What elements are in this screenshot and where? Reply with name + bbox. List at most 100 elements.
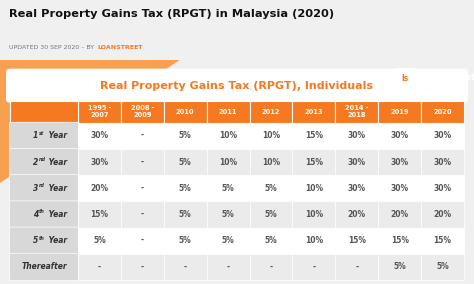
Text: 10%: 10% [262, 131, 280, 140]
Text: Real Property Gains Tax (RPGT), Individuals: Real Property Gains Tax (RPGT), Individu… [100, 81, 374, 91]
Bar [121, 175, 164, 201]
Text: 10%: 10% [262, 158, 280, 166]
Text: -: - [141, 131, 144, 140]
Text: 2008 -
2009: 2008 - 2009 [130, 105, 154, 118]
Bar [78, 254, 464, 280]
Bar [207, 254, 249, 280]
Bar [207, 175, 249, 201]
Bar [335, 123, 378, 149]
Text: 5%: 5% [179, 210, 191, 219]
Bar [378, 175, 421, 201]
Bar [421, 175, 464, 201]
Text: 1: 1 [33, 131, 38, 140]
Bar [121, 201, 164, 227]
Bar [78, 201, 121, 227]
Bar [335, 254, 378, 280]
Text: 30%: 30% [391, 131, 409, 140]
Text: -: - [355, 262, 358, 272]
Bar [249, 101, 292, 123]
Bar [164, 123, 207, 149]
Text: 20%: 20% [434, 210, 452, 219]
Text: Year: Year [46, 131, 67, 140]
Bar [121, 254, 164, 280]
Text: 5%: 5% [222, 210, 235, 219]
Text: 5%: 5% [179, 158, 191, 166]
Text: Year: Year [46, 184, 67, 193]
Bar [164, 227, 207, 254]
Bar [207, 227, 249, 254]
Bar [207, 123, 249, 149]
Bar [421, 227, 464, 254]
Text: 30%: 30% [434, 158, 452, 166]
Text: Year: Year [46, 236, 67, 245]
Text: 1995 -
2007: 1995 - 2007 [88, 105, 111, 118]
Bar [164, 175, 207, 201]
Bar [421, 254, 464, 280]
FancyBboxPatch shape [9, 253, 79, 281]
Text: th: th [39, 236, 45, 241]
Text: st: st [39, 131, 44, 136]
Text: 5%: 5% [264, 236, 277, 245]
Bar [121, 123, 164, 149]
Bar [249, 175, 292, 201]
Bar [335, 149, 378, 175]
Bar [121, 101, 164, 123]
Bar [78, 175, 464, 201]
Text: 2: 2 [33, 158, 38, 166]
Text: 5%: 5% [264, 184, 277, 193]
Bar [249, 227, 292, 254]
Text: 5%: 5% [436, 262, 449, 272]
Text: 30%: 30% [391, 158, 409, 166]
Text: -: - [141, 236, 144, 245]
Text: nd: nd [39, 157, 46, 162]
Bar [78, 123, 464, 149]
Text: 2012: 2012 [262, 109, 280, 115]
Text: 2013: 2013 [305, 109, 323, 115]
Text: 2011: 2011 [219, 109, 237, 115]
Bar [421, 123, 464, 149]
Bar [78, 101, 121, 123]
Text: 30%: 30% [391, 184, 409, 193]
FancyBboxPatch shape [9, 227, 79, 254]
Text: rd: rd [39, 183, 45, 188]
Bar [121, 227, 164, 254]
Text: 20%: 20% [91, 184, 109, 193]
FancyBboxPatch shape [9, 122, 79, 149]
Text: 30%: 30% [434, 131, 452, 140]
Text: 20%: 20% [348, 210, 366, 219]
Bar [292, 201, 335, 227]
Text: Real Property Gains Tax (RPGT) in Malaysia (2020): Real Property Gains Tax (RPGT) in Malays… [9, 9, 335, 19]
Text: th: th [39, 210, 45, 214]
Bar [292, 101, 335, 123]
Bar [292, 175, 335, 201]
Bar [78, 227, 121, 254]
FancyBboxPatch shape [6, 69, 468, 103]
Text: 30%: 30% [348, 184, 366, 193]
Bar [292, 254, 335, 280]
Text: -: - [141, 210, 144, 219]
Text: 15%: 15% [91, 210, 109, 219]
Text: 15%: 15% [305, 158, 323, 166]
Text: 15%: 15% [305, 131, 323, 140]
Bar [78, 227, 464, 254]
Bar [421, 149, 464, 175]
Bar [249, 123, 292, 149]
Text: 2019: 2019 [391, 109, 409, 115]
Text: 30%: 30% [348, 131, 366, 140]
Text: 4: 4 [33, 210, 38, 219]
Bar [378, 101, 421, 123]
Text: 2020: 2020 [433, 109, 452, 115]
Text: Thereafter: Thereafter [21, 262, 67, 272]
Bar [78, 123, 121, 149]
Text: Year: Year [46, 210, 67, 219]
Bar [421, 101, 464, 123]
Text: 5%: 5% [179, 236, 191, 245]
Bar [378, 227, 421, 254]
Text: 5%: 5% [179, 184, 191, 193]
Text: -: - [312, 262, 316, 272]
FancyBboxPatch shape [9, 149, 79, 176]
Text: 5%: 5% [179, 131, 191, 140]
Text: 2014 -
2018: 2014 - 2018 [345, 105, 368, 118]
Text: 30%: 30% [91, 131, 109, 140]
Text: 2010: 2010 [176, 109, 194, 115]
